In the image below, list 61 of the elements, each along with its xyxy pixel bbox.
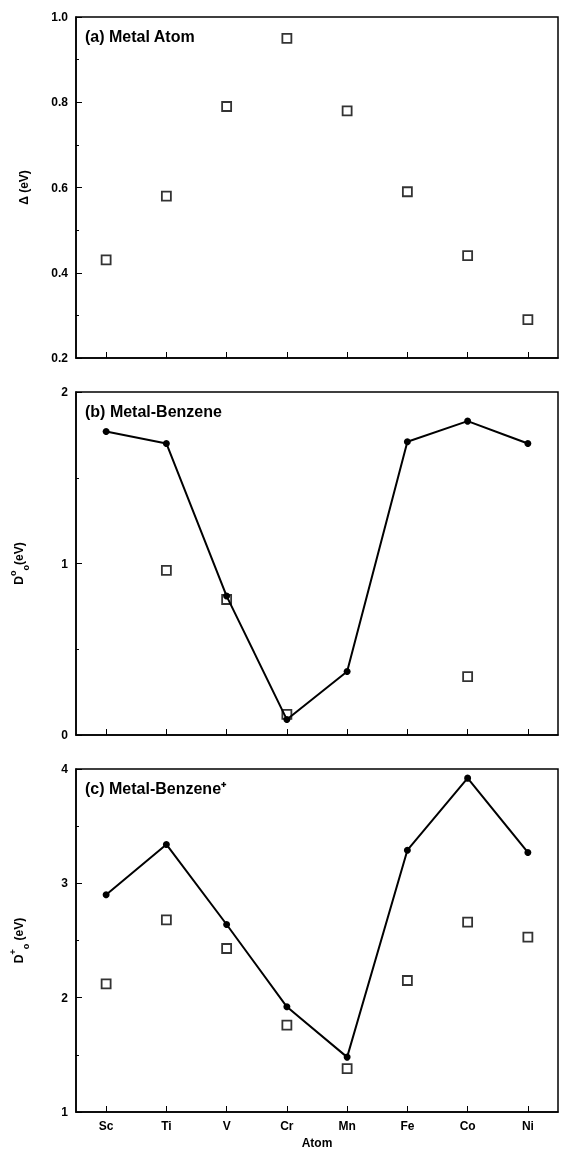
y-tick-label: 0 <box>61 728 69 742</box>
point <box>401 186 413 198</box>
x-tick-label: Co <box>459 1119 476 1133</box>
point <box>281 32 293 44</box>
point <box>221 101 233 112</box>
y-tick-label: 3 <box>61 876 69 891</box>
point <box>102 427 110 435</box>
point <box>462 250 474 262</box>
point <box>522 931 534 943</box>
x-axis-title: Atom <box>301 1135 333 1150</box>
y-tick-label: 2 <box>61 990 69 1005</box>
point <box>162 840 170 848</box>
point <box>462 671 474 683</box>
point <box>160 190 172 202</box>
point <box>403 846 411 854</box>
text: (c) Metal-Benzene⁺ <box>85 779 228 797</box>
y-tick-label: 0.2 <box>51 351 69 365</box>
y-tick-label: 0.8 <box>51 95 69 110</box>
text: (a) Metal Atom <box>85 27 195 45</box>
point <box>522 314 534 326</box>
point <box>281 1019 293 1031</box>
point <box>343 668 351 676</box>
x-tick-label: Mn <box>338 1119 356 1133</box>
point <box>162 439 170 447</box>
y-tick-label: 2 <box>61 385 69 399</box>
point <box>100 254 112 266</box>
y-axis-title: Δ (eV) <box>17 170 31 205</box>
point <box>464 417 472 425</box>
y-axis-title: D+o (eV) <box>7 917 31 964</box>
point <box>102 891 110 899</box>
point <box>283 716 291 724</box>
x-tick-label: Ti <box>161 1119 172 1133</box>
point <box>341 1063 353 1074</box>
point <box>464 774 472 782</box>
x-tick-label: Fe <box>400 1119 415 1133</box>
y-tick-label: 1 <box>61 556 69 571</box>
y-tick-label: 1 <box>61 1105 69 1119</box>
point <box>160 914 172 926</box>
y-tick-label: 1.0 <box>51 10 69 24</box>
x-tick-label: Cr <box>280 1119 294 1133</box>
point <box>524 848 532 856</box>
point <box>283 1003 291 1011</box>
x-tick-label: Ni <box>521 1119 534 1133</box>
point <box>223 920 231 928</box>
x-tick-label: V <box>222 1119 231 1133</box>
point <box>223 592 231 600</box>
point <box>100 978 112 990</box>
y-axis-title: Doo(eV) <box>7 542 31 585</box>
y-tick-label: 4 <box>61 762 69 776</box>
text: (b) Metal-Benzene <box>85 402 222 420</box>
point <box>341 105 353 117</box>
point <box>524 439 532 447</box>
y-tick-label: 0.4 <box>51 265 69 280</box>
x-tick-label: Sc <box>98 1119 114 1133</box>
point <box>343 1053 351 1061</box>
point <box>221 943 233 954</box>
y-tick-label: 0.6 <box>51 180 69 195</box>
point <box>462 916 474 928</box>
point <box>403 438 411 446</box>
point <box>401 975 413 986</box>
point <box>160 564 172 576</box>
